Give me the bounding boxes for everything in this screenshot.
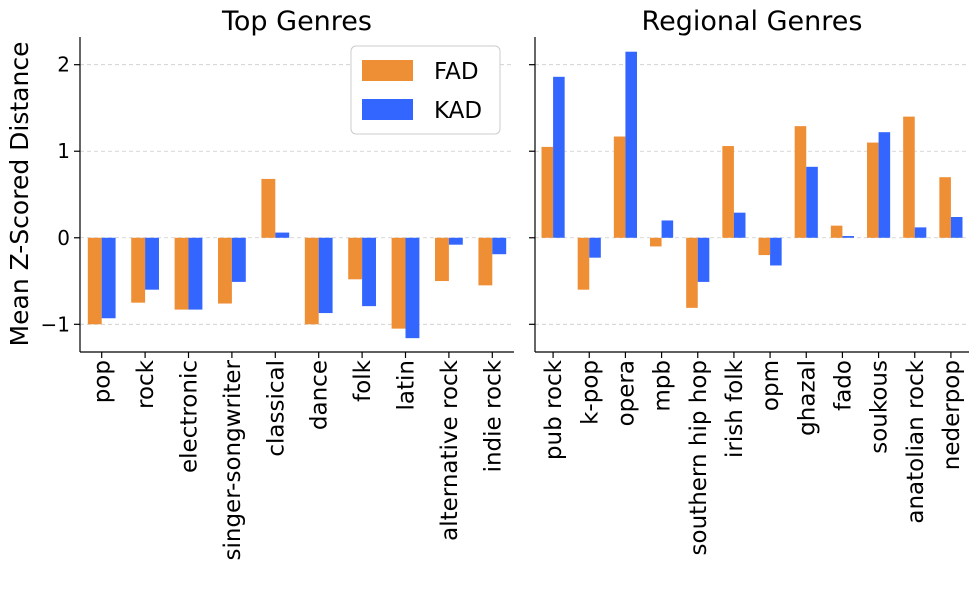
bar-kad-mpb [661, 220, 674, 238]
bar-fad-southern-hip-hop [686, 237, 698, 308]
bar-kad-latin [405, 237, 420, 339]
x-tick-label-southern-hip-hop: southern hip hop [686, 360, 712, 555]
bar-kad-electronic [188, 237, 203, 310]
x-tick-label-electronic: electronic [177, 360, 203, 473]
bar-fad-k-pop [577, 237, 590, 290]
x-tick-label-k-pop: k-pop [577, 360, 603, 425]
bar-kad-pop [101, 237, 116, 319]
bar-kad-irish-folk [733, 212, 746, 238]
bar-kad-opm [770, 237, 782, 266]
bar-kad-k-pop [589, 237, 601, 258]
bar-fad-opm [758, 237, 771, 256]
x-tick-label-opm: opm [758, 360, 784, 411]
x-tick-label-opera: opera [613, 360, 639, 426]
bar-fad-fado [830, 225, 843, 238]
bar-fad-latin [391, 237, 406, 329]
bar-fad-ghazal [794, 126, 807, 238]
bar-fad-alternative-rock [435, 237, 449, 282]
bar-fad-irish-folk [722, 146, 734, 238]
x-tick-label-nederpop: nederpop [939, 360, 965, 470]
bar-fad-nederpop [939, 177, 951, 238]
bar-kad-anatolian-rock [914, 227, 927, 238]
x-tick-label-singer-songwriter: singer-songwriter [220, 359, 246, 560]
legend-label-fad: FAD [434, 59, 479, 85]
bar-fad-pop [87, 237, 102, 325]
panel-title-top-genres: Top Genres [221, 6, 372, 37]
panel-top-genres: Top Genres pop rock electronic singer-songw… [41, 6, 514, 561]
x-tick-label-pop: pop [90, 360, 116, 403]
x-tick-label-ghazal: ghazal [794, 360, 820, 436]
bar-kad-southern-hip-hop [697, 237, 710, 282]
x-tick-label-dance: dance [307, 360, 333, 430]
bar-kad-classical [275, 232, 290, 238]
legend-label-kad: KAD [434, 98, 482, 124]
y-tick-label: −1 [41, 312, 70, 336]
x-tick-label-anatolian-rock: anatolian rock [903, 359, 929, 523]
x-tick-label-classical: classical [263, 360, 289, 457]
x-tick-label-fado: fado [830, 360, 856, 411]
bar-fad-folk [348, 237, 363, 280]
x-tick-label-soukous: soukous [867, 360, 893, 454]
legend-swatch-fad [362, 60, 413, 81]
bar-kad-folk [362, 237, 376, 307]
y-tick-label: 1 [57, 139, 70, 163]
bar-kad-nederpop [950, 217, 963, 238]
y-axis-label: Mean Z-Scored Distance [5, 42, 34, 347]
x-tick-label-irish-folk: irish folk [722, 359, 748, 458]
bar-kad-pub-rock [553, 76, 565, 238]
bar-kad-indie-rock [492, 237, 507, 255]
bar-fad-anatolian-rock [903, 116, 915, 238]
bar-fad-opera [613, 136, 626, 238]
bar-kad-ghazal [806, 166, 818, 238]
bar-fad-mpb [650, 237, 662, 247]
x-tick-label-pub-rock: pub rock [541, 359, 567, 460]
y-tick-label: 0 [57, 226, 70, 250]
x-tick-label-indie-rock: indie rock [480, 359, 506, 472]
legend: FAD KAD [350, 45, 501, 135]
bar-fad-electronic [174, 237, 189, 310]
bar-fad-pub-rock [541, 146, 554, 238]
bar-kad-rock [145, 237, 159, 290]
x-tick-label-alternative-rock: alternative rock [437, 359, 463, 541]
bar-fad-classical [261, 178, 276, 238]
y-tick-label: 2 [57, 53, 70, 77]
bar-fad-singer-songwriter [218, 237, 232, 304]
bar-fad-rock [131, 237, 146, 303]
bar-kad-dance [318, 237, 333, 314]
x-tick-label-folk: folk [350, 359, 376, 402]
bar-kad-alternative-rock [448, 237, 463, 245]
bar-kad-soukous [878, 132, 891, 238]
x-tick-label-rock: rock [133, 359, 159, 409]
bar-fad-dance [304, 237, 319, 325]
bar-fad-indie-rock [478, 237, 493, 286]
bar-kad-singer-songwriter [231, 237, 246, 282]
panel-regional-genres: Regional Genres pub rock k-pop opera mpb sou… [529, 6, 969, 555]
legend-swatch-kad [362, 99, 413, 120]
bar-fad-soukous [867, 142, 879, 238]
x-tick-label-mpb: mpb [650, 360, 676, 412]
bar-kad-fado [842, 236, 854, 238]
panel-title-regional-genres: Regional Genres [642, 6, 863, 37]
x-tick-label-latin: latin [394, 360, 420, 410]
bar-kad-opera [625, 51, 637, 238]
